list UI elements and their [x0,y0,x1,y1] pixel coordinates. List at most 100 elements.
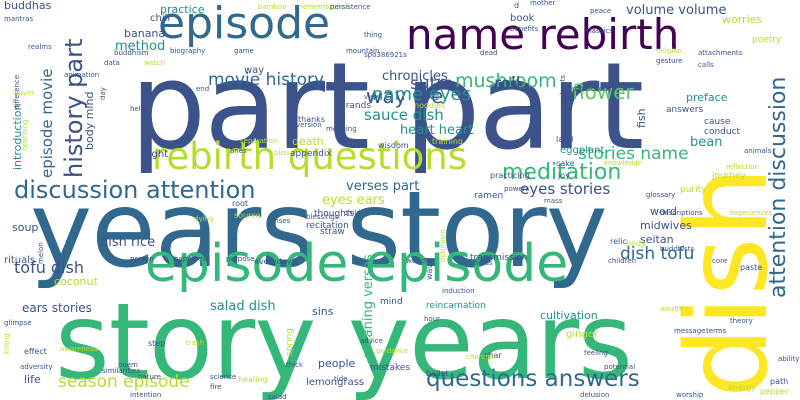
word-cloud-word: children [608,257,637,265]
word-cloud-word: dish rice [100,235,156,250]
word-cloud-word: mountain [346,47,380,55]
word-cloud-word: mistakes [370,363,411,373]
word-cloud-word: season episode [58,372,190,392]
word-cloud-word: joy [558,171,570,180]
word-cloud-word: animation [64,71,100,79]
word-cloud-word: eyes ears [322,193,385,208]
word-cloud-word: mother [530,0,556,7]
word-cloud-word: sauce dish [364,106,444,124]
word-cloud-word: ballet [426,369,449,378]
word-cloud-word: spo386921s [364,51,407,59]
word-cloud-word: poem [118,361,138,369]
word-cloud-word: animals [744,147,772,155]
word-cloud-word: salad dish [210,299,276,314]
word-cloud-word: wisdom [378,141,409,150]
word-cloud-word: remembrance [300,3,350,11]
word-cloud-word: purity [680,185,707,195]
word-cloud-word: ramen [474,191,504,201]
word-cloud-word: stories name [578,144,689,164]
word-cloud-word: chronicles [382,69,448,84]
word-cloud-word: healing [238,375,268,384]
word-cloud-word: discussion attention [14,176,256,204]
word-cloud-word: soup [12,221,39,234]
word-cloud-word: poetry [752,35,782,45]
word-cloud-word: experiences [730,209,773,217]
word-cloud-word: roll [494,74,521,94]
word-cloud-word: seitan [640,233,674,246]
word-cloud-word: method [115,39,166,54]
word-cloud-word: thanks [298,115,325,124]
word-cloud-word: heart heart [400,123,474,138]
word-cloud-word: fish [635,108,648,128]
word-cloud-word: glossary [646,191,676,199]
word-cloud-word: core [712,257,728,265]
word-cloud-word: induction [442,287,475,295]
word-cloud-word: verses part [346,179,420,194]
word-cloud-word: appendix [290,149,332,159]
word-cloud-word: name rebirth [406,10,680,59]
word-cloud-word: straw [320,227,345,237]
word-cloud-word: flower [572,80,634,104]
word-cloud-word: relic [610,237,627,246]
word-cloud-word: day [99,87,107,100]
word-cloud-word: d [514,1,520,10]
word-cloud-word: mind [380,297,403,307]
word-cloud-word: paste [740,263,763,272]
word-cloud-word: teaching [21,119,29,150]
word-cloud-word: science [210,373,237,381]
word-cloud-word: thing [364,31,383,39]
word-cloud-word: volume volume [626,3,727,18]
word-cloud-word: child [344,209,361,217]
word-cloud-word: training [432,137,463,146]
word-cloud-word: part part [130,38,644,177]
word-cloud-word: light [146,149,169,160]
word-cloud-word: version [296,121,322,129]
word-cloud-word: buyer [14,89,35,97]
word-cloud-word: realms [28,43,52,51]
word-cloud-word: body [626,239,646,248]
word-cloud-word: purpose [226,255,255,263]
word-cloud-word: attention discussion [766,76,791,298]
word-cloud-word: hell [130,105,143,113]
word-cloud-word: fire [210,383,222,391]
word-cloud-word: intention [130,391,162,399]
word-cloud-word: blessings [306,213,339,221]
word-cloud-word: world [406,257,426,265]
word-cloud-word: similarities [102,367,141,375]
word-cloud-word: way [244,65,265,76]
word-cloud-word: name eyes [372,84,471,105]
word-cloud-word: benefits [510,25,539,33]
word-cloud-word: protection [572,85,608,93]
word-cloud-word: answers [666,105,704,115]
word-cloud-word: everyday [254,257,292,266]
word-cloud-word: happiness [174,255,210,263]
word-cloud-word: message [674,327,706,335]
word-cloud-word: dying [194,215,214,223]
word-cloud-word: potential [604,363,636,371]
word-cloud-word: buddhas [4,0,52,12]
word-cloud-word: persistence [330,3,371,11]
word-cloud-word: spring [285,327,295,356]
word-cloud-word: buddhists [660,245,695,253]
word-cloud-word: body mind [83,91,96,150]
word-cloud-word: shoots [559,74,567,98]
word-cloud-word: chili [150,13,171,24]
word-cloud-word: sins [312,305,334,318]
word-cloud-word: episode episode [145,234,569,294]
word-cloud-word: practicing [490,171,530,180]
word-cloud-word: bamboo [258,3,287,11]
word-cloud-word: classics [586,27,613,35]
word-cloud-word: midwives [640,219,692,232]
word-cloud-word: delusion [580,391,610,399]
word-cloud-word: years story [30,169,608,291]
word-cloud-word: tide [334,375,348,383]
word-cloud-word: land [556,135,574,144]
word-cloud-word: bean [690,135,723,150]
word-cloud-word: mass [544,197,563,205]
word-cloud-word: meditation [502,160,622,185]
word-cloud-word: preface [686,91,728,104]
word-cloud-word: religion [656,47,683,55]
word-cloud-word: lemongrass [306,377,365,388]
word-cloud-word: brands [340,101,372,111]
